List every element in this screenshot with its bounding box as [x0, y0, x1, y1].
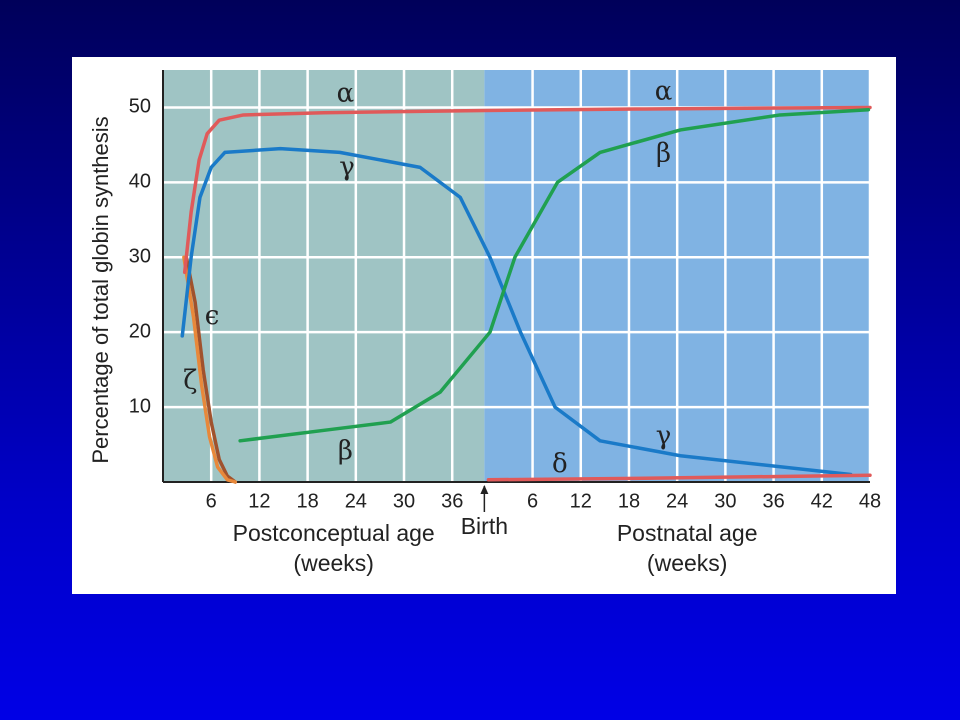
- curve-label: ϵ: [205, 301, 220, 331]
- region: [163, 70, 485, 482]
- x-tick-label: 12: [570, 490, 592, 512]
- x-tick-label: 12: [248, 490, 270, 512]
- x-tick-label: 30: [393, 490, 415, 512]
- x-tick-label: 36: [762, 490, 784, 512]
- x-axis-label: (weeks): [647, 550, 728, 576]
- x-axis-label: Postconceptual age: [233, 520, 435, 546]
- x-tick-label: 48: [859, 490, 881, 512]
- curve-label: α: [337, 79, 355, 109]
- birth-label: Birth: [461, 513, 508, 539]
- series-line: [184, 255, 238, 484]
- series-line: [238, 107, 871, 443]
- y-axis-label: Percentage of total globin synthesis: [88, 116, 113, 463]
- x-axis-label: (weeks): [293, 550, 374, 576]
- x-tick-label: 18: [618, 490, 640, 512]
- y-tick-label: 20: [129, 320, 151, 342]
- y-tick-label: 50: [129, 96, 151, 118]
- y-tick-label: 10: [129, 395, 151, 417]
- birth-arrowhead: [480, 485, 489, 494]
- x-tick-label: 6: [206, 490, 217, 512]
- y-tick-label: 30: [129, 246, 151, 268]
- x-tick-label: 42: [811, 490, 833, 512]
- curve-label: γ: [339, 152, 355, 182]
- x-tick-label: 24: [345, 490, 367, 512]
- series-line: [182, 255, 238, 484]
- curve-label: β: [656, 139, 671, 169]
- y-tick-label: 40: [129, 171, 151, 193]
- curve-label: α: [655, 76, 673, 106]
- curve-label: β: [338, 436, 353, 466]
- series-line: [182, 105, 872, 275]
- curve-label: γ: [656, 421, 672, 451]
- x-tick-label: 6: [527, 490, 538, 512]
- x-tick-label: 30: [714, 490, 736, 512]
- curve-label: ζ: [183, 366, 197, 396]
- x-tick-label: 24: [666, 490, 688, 512]
- series-line: [486, 473, 872, 482]
- x-tick-label: 18: [296, 490, 318, 512]
- series-line: [180, 146, 853, 477]
- curve-label: δ: [552, 449, 568, 479]
- x-tick-label: 36: [441, 490, 463, 512]
- x-axis-label: Postnatal age: [617, 520, 758, 546]
